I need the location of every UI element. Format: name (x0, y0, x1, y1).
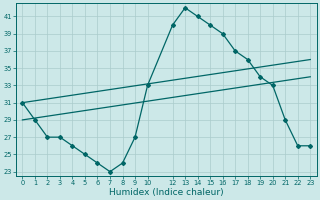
X-axis label: Humidex (Indice chaleur): Humidex (Indice chaleur) (109, 188, 224, 197)
